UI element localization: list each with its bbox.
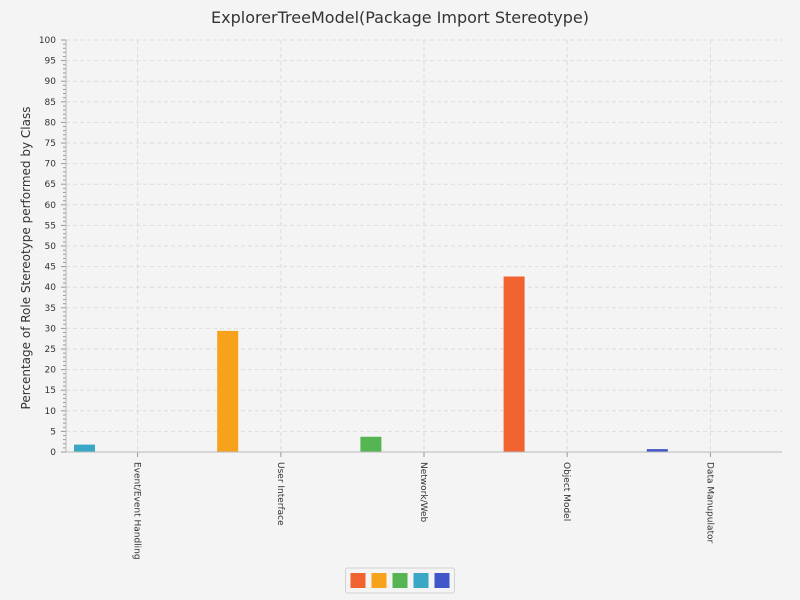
y-tick-label: 20 xyxy=(45,366,57,376)
bar xyxy=(360,436,382,452)
legend-swatch xyxy=(434,573,450,588)
y-tick-label: 0 xyxy=(50,448,56,458)
y-tick-label: 70 xyxy=(45,160,57,170)
x-tick-label: Object Model xyxy=(561,462,571,521)
y-tick-label: 25 xyxy=(45,345,56,355)
y-tick-label: 40 xyxy=(45,283,57,293)
y-axis-label: Percentage of Role Stereotype performed … xyxy=(19,107,33,410)
y-tick-label: 30 xyxy=(45,324,57,334)
y-tick-label: 10 xyxy=(45,407,57,417)
legend-swatch xyxy=(350,573,366,588)
bar xyxy=(503,276,525,452)
y-tick-label: 90 xyxy=(45,77,57,87)
x-tick-label: User Interface xyxy=(275,462,285,526)
y-tick-label: 80 xyxy=(45,118,57,128)
legend-swatch xyxy=(371,573,387,588)
y-tick-label: 55 xyxy=(45,221,56,231)
y-tick-label: 75 xyxy=(45,139,56,149)
legend xyxy=(345,567,455,594)
y-tick-label: 15 xyxy=(45,386,56,396)
bar xyxy=(646,449,668,452)
x-tick-label: Network/Web xyxy=(418,462,428,523)
grid xyxy=(66,39,782,452)
y-tick-label: 50 xyxy=(45,242,57,252)
axes: 0 5 10 15 20 25 30 35 40 45 50 55 60 65 70 75 80 85 90 95 10… xyxy=(39,36,782,560)
y-tick-label: 35 xyxy=(45,304,56,314)
bars xyxy=(74,276,668,452)
bar xyxy=(74,444,95,452)
legend-swatch xyxy=(392,573,408,588)
y-tick-label: 5 xyxy=(50,427,56,437)
x-tick-label: Event/Event Handling xyxy=(132,462,142,560)
y-tick-label: 100 xyxy=(39,36,56,46)
chart-title: ExplorerTreeModel(Package Import Stereot… xyxy=(211,8,589,27)
x-tick-label: Data Manupulator xyxy=(704,462,714,544)
y-tick-label: 85 xyxy=(45,98,56,108)
legend-swatch xyxy=(413,573,429,588)
y-tick-label: 45 xyxy=(45,263,56,273)
y-tick-label: 95 xyxy=(45,57,56,67)
bar xyxy=(217,330,239,452)
y-tick-label: 65 xyxy=(45,180,56,190)
y-tick-label: 60 xyxy=(45,201,57,211)
